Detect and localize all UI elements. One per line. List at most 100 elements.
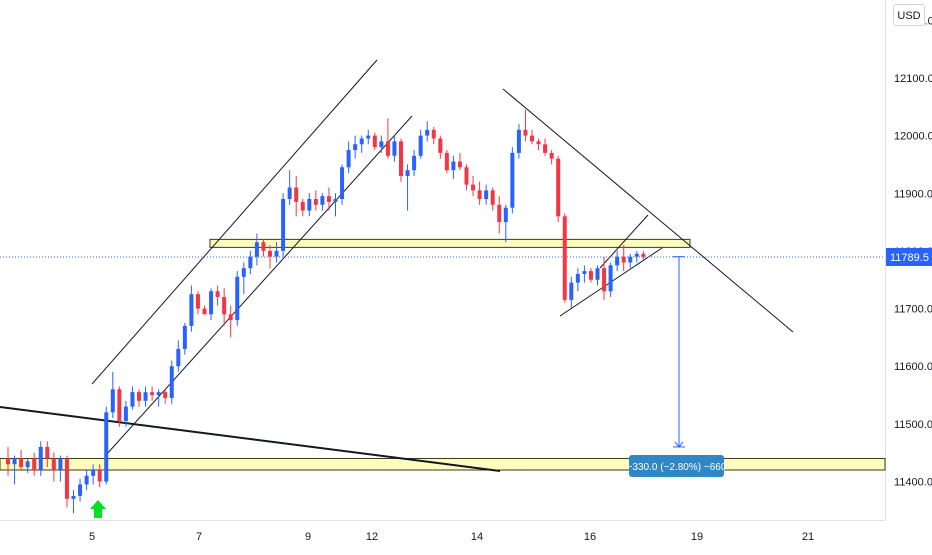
candle [530, 129, 534, 145]
candle-body [110, 389, 115, 413]
candle [615, 250, 620, 272]
candle-body [209, 291, 214, 315]
candle [366, 129, 371, 145]
time-axis-tick-label: 14 [471, 531, 483, 543]
candle [582, 265, 587, 283]
candle-body [176, 348, 181, 367]
candle-body [45, 446, 50, 459]
candle [595, 265, 600, 286]
candle-body [261, 242, 266, 251]
candle-body [320, 196, 325, 205]
time-axis-tick-label: 9 [305, 531, 311, 543]
measure-layer: −330.0 (−2.80%) −660 [627, 256, 727, 477]
candle [307, 193, 312, 217]
candle [32, 452, 37, 476]
price-axis-tick-label: 12100.0 [894, 73, 932, 85]
candle-body [385, 141, 390, 156]
candle-body [425, 129, 430, 136]
candle [353, 135, 358, 159]
currency-button[interactable]: USD [893, 4, 925, 26]
trend-line [599, 214, 649, 269]
candle [64, 455, 69, 508]
candle [608, 262, 613, 298]
candle-body [202, 308, 207, 315]
candle-body [634, 253, 639, 257]
candle-body [497, 204, 502, 223]
candle-body [64, 458, 69, 499]
candle-body [268, 250, 272, 257]
candle [235, 271, 240, 326]
candle-body [562, 216, 567, 300]
candle-body [71, 495, 76, 499]
candle-body [484, 190, 489, 200]
candle [176, 340, 181, 372]
candle-body [628, 256, 633, 263]
candle-body [281, 199, 286, 251]
candles-layer [6, 109, 646, 514]
candle [412, 150, 417, 176]
candle-body [97, 470, 102, 482]
candle [340, 164, 345, 205]
candle [418, 129, 423, 159]
candle [123, 400, 128, 427]
candle [464, 164, 469, 191]
candle-body [235, 276, 240, 321]
candle-body [399, 141, 403, 176]
candle-body [195, 294, 200, 309]
candle-body [58, 458, 63, 470]
candle [104, 406, 109, 485]
candle-body [143, 392, 148, 401]
candle-body [405, 170, 410, 176]
candle-body [346, 150, 351, 168]
candle-body [451, 161, 456, 171]
candle [222, 288, 227, 326]
price-axis-tick-label: 11700.0 [894, 304, 932, 316]
price-axis-tick-label: 12000.0 [894, 131, 932, 143]
candle-body [490, 190, 495, 205]
candle [457, 152, 462, 171]
candle-body [215, 291, 220, 298]
candle [523, 109, 528, 142]
candle [110, 371, 115, 419]
candle [294, 175, 299, 217]
candle-body [549, 152, 554, 159]
candle [516, 124, 521, 159]
candle [326, 187, 331, 211]
candle-body [372, 135, 377, 148]
time-axis[interactable]: 5 7 9 12 14 16 19 21 [89, 531, 814, 543]
candle [379, 135, 384, 153]
candle [241, 262, 246, 295]
time-axis-tick-label: 19 [691, 531, 703, 543]
candle-body [510, 152, 515, 208]
time-axis-tick-label: 5 [89, 531, 95, 543]
candle-body [228, 314, 233, 321]
candle-body [78, 484, 83, 496]
candle-body [457, 161, 462, 168]
candle [510, 147, 515, 214]
candle [182, 322, 187, 355]
candle [58, 455, 63, 482]
candle [19, 449, 24, 470]
trend-line [0, 406, 501, 472]
candle-body [477, 190, 482, 200]
candle [602, 256, 607, 300]
candle-body [19, 458, 24, 468]
candle-body [503, 207, 508, 223]
candle [38, 441, 43, 476]
candle-body [163, 392, 168, 398]
trend-line [105, 115, 413, 456]
candle-body [137, 392, 141, 401]
zones-layer [0, 238, 886, 471]
candle [287, 170, 292, 205]
candle [392, 135, 397, 162]
candle [588, 268, 593, 283]
candle [130, 386, 135, 410]
candle [641, 250, 646, 260]
candle-body [615, 256, 620, 266]
last-price-tag-box [886, 247, 932, 266]
candle [84, 470, 89, 491]
candle [543, 138, 548, 156]
time-axis-tick-label: 21 [802, 531, 814, 543]
